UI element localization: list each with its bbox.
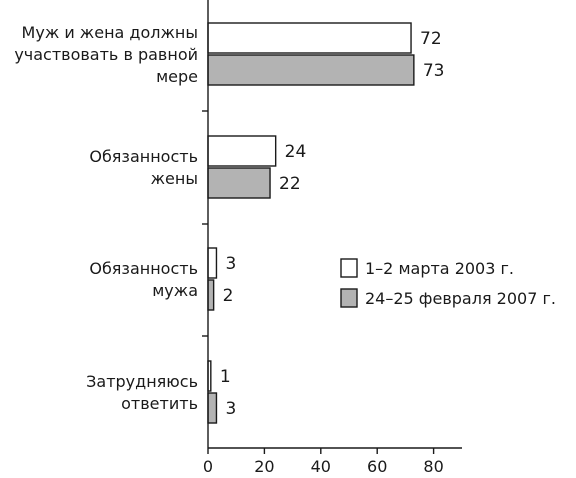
x-tick-label-60: 60 xyxy=(367,457,387,476)
bar-s1-c0 xyxy=(207,54,415,86)
bar-s0-c1 xyxy=(207,135,277,167)
x-tick-label-80: 80 xyxy=(423,457,443,476)
legend: 1–2 марта 2003 г. 24–25 февраля 2007 г. xyxy=(340,258,556,308)
category-label-2: Обязанность мужа xyxy=(89,259,198,300)
bar-s0-c2 xyxy=(207,247,218,279)
bar-s0-c0 xyxy=(207,22,412,54)
legend-swatch-1 xyxy=(340,288,358,308)
data-label-s0-c1: 24 xyxy=(285,142,307,162)
x-tick-label-0: 0 xyxy=(203,457,213,476)
category-label-0: Муж и жена должны участвовать в равной мер… xyxy=(14,23,198,86)
category-label-3: Затрудняюсь ответить xyxy=(86,372,198,413)
data-label-s0-c0: 72 xyxy=(420,29,442,49)
labels-group: 72 73 Муж и жена должны участвовать в равно… xyxy=(14,23,444,419)
legend-label-1: 24–25 февраля 2007 г. xyxy=(365,289,556,308)
bar-s1-c3 xyxy=(207,392,218,424)
bars-group xyxy=(207,22,415,424)
data-label-s0-c2: 3 xyxy=(225,254,236,274)
axes-group: 0 20 40 60 80 xyxy=(202,0,462,476)
legend-label-0: 1–2 марта 2003 г. xyxy=(365,259,514,278)
legend-swatch-0 xyxy=(340,258,358,278)
category-label-1: Обязанность жены xyxy=(89,147,198,188)
data-label-s1-c0: 73 xyxy=(423,61,445,81)
bar-s1-c2 xyxy=(207,279,215,311)
data-label-s0-c3: 1 xyxy=(220,367,231,387)
data-label-s1-c3: 3 xyxy=(225,399,236,419)
data-label-s1-c1: 22 xyxy=(279,174,301,194)
x-tick-label-40: 40 xyxy=(311,457,331,476)
data-label-s1-c2: 2 xyxy=(223,286,234,306)
x-tick-label-20: 20 xyxy=(254,457,274,476)
bar-s1-c1 xyxy=(207,167,271,199)
